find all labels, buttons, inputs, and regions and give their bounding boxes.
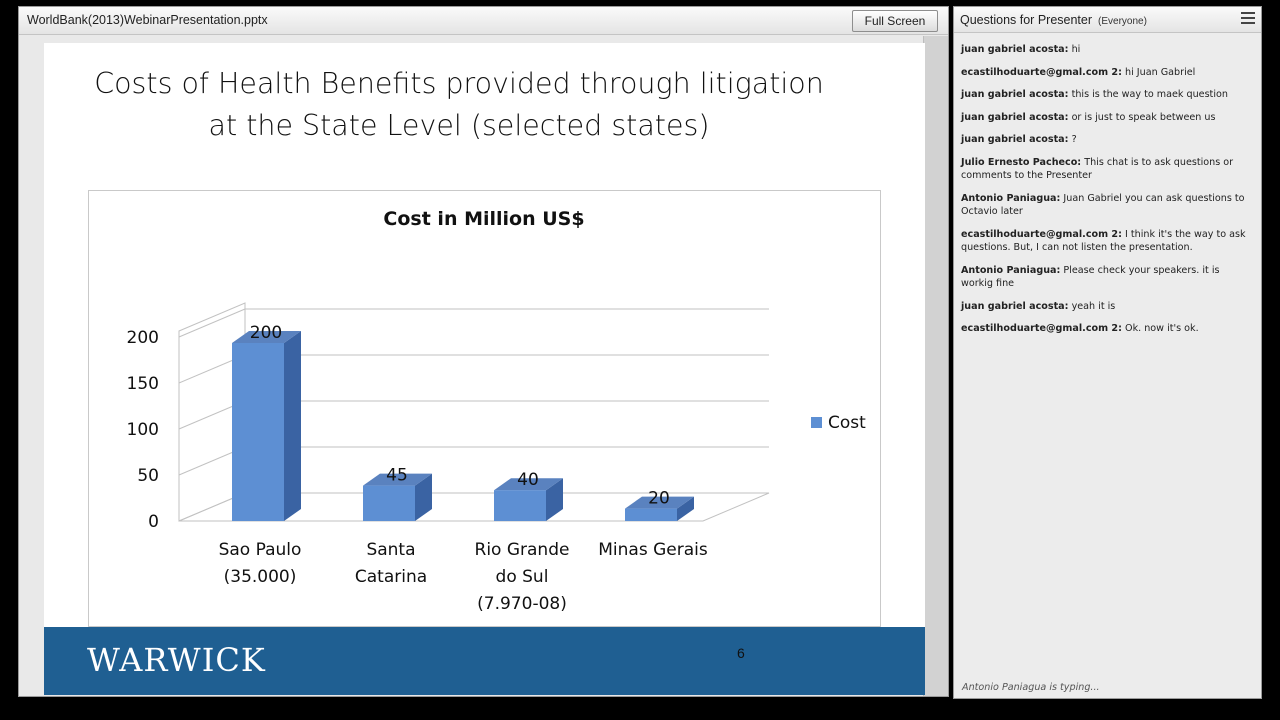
bar-top bbox=[363, 473, 432, 486]
chat-message-list: juan gabriel acosta: hi ecastilhoduarte@g… bbox=[961, 43, 1253, 345]
chat-message-sender: ecastilhoduarte@gmal.com 2: bbox=[961, 228, 1122, 240]
chat-message-sender: ecastilhoduarte@gmal.com 2: bbox=[961, 66, 1122, 78]
presentation-file-name: WorldBank(2013)WebinarPresentation.pptx bbox=[27, 13, 268, 27]
presentation-scrollbar[interactable] bbox=[923, 36, 948, 696]
bar-top bbox=[232, 331, 301, 343]
chat-message-text: This chat is to ask questions or comment… bbox=[961, 156, 1234, 182]
bar-top bbox=[494, 478, 563, 491]
bar-side bbox=[677, 496, 694, 521]
chat-title: Questions for Presenter (Everyone) bbox=[960, 13, 1147, 27]
chat-titlebar: Questions for Presenter (Everyone) bbox=[954, 7, 1261, 33]
chat-message-sender: Antonio Paniagua: bbox=[961, 264, 1061, 276]
bar-data-label: 20 bbox=[648, 489, 670, 509]
chat-message-text: hi bbox=[1071, 44, 1081, 55]
chat-message-sender: juan gabriel acosta: bbox=[961, 89, 1069, 100]
gridline-diagonal bbox=[178, 308, 246, 338]
chat-message-sender: Antonio Paniagua: bbox=[961, 192, 1061, 204]
chat-pod: Questions for Presenter (Everyone) juan g… bbox=[953, 6, 1262, 699]
chat-message-sender: juan gabriel acosta: bbox=[961, 111, 1069, 123]
y-tick-label: 150 bbox=[127, 374, 159, 394]
typing-indicator: Antonio Paniagua is typing... bbox=[962, 682, 1100, 693]
slide: Costs of Health Benefits provided throug… bbox=[44, 43, 925, 695]
chat-message-sender: juan gabriel acosta: bbox=[961, 300, 1069, 312]
presentation-titlebar: WorldBank(2013)WebinarPresentation.pptx … bbox=[19, 7, 948, 35]
y-tick-label: 0 bbox=[148, 512, 159, 532]
chat-message: ecastilhoduarte@gmal.com 2: I think it's… bbox=[961, 228, 1253, 255]
chat-message: ecastilhoduarte@gmal.com 2: Ok. now it's… bbox=[961, 322, 1253, 336]
chat-message-text: yeah it is bbox=[1071, 300, 1116, 312]
chat-scope: (Everyone) bbox=[1098, 16, 1147, 27]
x-category-label: (7.970-08) bbox=[477, 594, 567, 614]
x-category-label: (35.000) bbox=[224, 567, 297, 587]
chat-message-text: Ok. now it's ok. bbox=[1125, 323, 1199, 334]
chat-message-text: hi Juan Gabriel bbox=[1125, 66, 1196, 78]
x-category-label: Minas Gerais bbox=[598, 540, 708, 560]
bar-side bbox=[415, 473, 432, 521]
chat-message-text: I think it's the way to ask questions. B… bbox=[961, 228, 1246, 254]
chat-message-sender: juan gabriel acosta: bbox=[961, 134, 1069, 145]
chat-message: juan gabriel acosta: or is just to speak… bbox=[961, 111, 1253, 125]
chat-message-text: Juan Gabriel you can ask questions to Oc… bbox=[961, 192, 1245, 218]
bar bbox=[232, 343, 284, 521]
chart-title: Cost in Million US$ bbox=[383, 208, 584, 230]
full-screen-button[interactable]: Full Screen bbox=[852, 10, 938, 32]
warwick-logo: WARWICK bbox=[87, 641, 266, 679]
x-category-label: Rio Grande bbox=[475, 540, 570, 560]
slide-number: 6 bbox=[737, 645, 745, 661]
x-category-label: do Sul bbox=[496, 567, 549, 587]
menu-icon[interactable] bbox=[1241, 12, 1255, 26]
slide-title-line-2: at the State Level (selected states) bbox=[208, 109, 710, 142]
chat-message: Julio Ernesto Pacheco: This chat is to a… bbox=[961, 156, 1253, 183]
x-category-label: Sao Paulo bbox=[219, 540, 302, 560]
bar-data-label: 40 bbox=[517, 470, 539, 490]
y-tick-label: 200 bbox=[127, 328, 159, 348]
chat-message-sender: juan gabriel acosta: bbox=[961, 44, 1069, 55]
bar bbox=[363, 485, 415, 521]
y-tick-label: 100 bbox=[127, 420, 159, 440]
chat-message: Antonio Paniagua: Please check your spea… bbox=[961, 264, 1253, 291]
presentation-pod: WorldBank(2013)WebinarPresentation.pptx … bbox=[18, 6, 949, 697]
chat-message: ecastilhoduarte@gmal.com 2: hi Juan Gabr… bbox=[961, 66, 1253, 80]
bar bbox=[625, 508, 677, 521]
y-tick-label: 50 bbox=[137, 466, 159, 486]
chat-message: juan gabriel acosta: ? bbox=[961, 133, 1253, 147]
chat-message-sender: Julio Ernesto Pacheco: bbox=[961, 156, 1082, 168]
bar-side bbox=[284, 331, 301, 521]
bar bbox=[494, 490, 546, 521]
bar-top bbox=[625, 496, 694, 509]
chat-message-sender: ecastilhoduarte@gmal.com 2: bbox=[961, 323, 1122, 334]
x-category-label: Santa bbox=[366, 540, 415, 560]
cost-chart: Cost in Million US$ 0 50 100 150 200 200 Sao Pa… bbox=[88, 190, 881, 627]
legend-label: Cost bbox=[828, 413, 866, 433]
chat-message-text: this is the way to maek question bbox=[1071, 89, 1228, 100]
bar-side bbox=[546, 478, 563, 521]
chat-message-text: or is just to speak between us bbox=[1071, 111, 1216, 123]
chat-message: juan gabriel acosta: this is the way to … bbox=[961, 88, 1253, 102]
bar-data-label: 45 bbox=[386, 466, 408, 486]
chat-message: juan gabriel acosta: hi bbox=[961, 43, 1253, 57]
chat-message: juan gabriel acosta: yeah it is bbox=[961, 300, 1253, 314]
slide-footer: WARWICK 6 bbox=[44, 627, 925, 695]
chat-message-text: ? bbox=[1071, 134, 1077, 145]
x-category-label: Catarina bbox=[355, 567, 427, 587]
cost-chart-svg: Cost in Million US$ 0 50 100 150 200 200 Sao Pa… bbox=[127, 208, 867, 614]
chat-title-text: Questions for Presenter bbox=[960, 13, 1093, 27]
slide-title: Costs of Health Benefits provided throug… bbox=[44, 63, 874, 147]
chat-message: Antonio Paniagua: Juan Gabriel you can a… bbox=[961, 192, 1253, 219]
legend-swatch bbox=[811, 417, 822, 428]
bar-data-label: 200 bbox=[250, 323, 282, 343]
chat-message-text: Please check your speakers. it is workig… bbox=[961, 264, 1220, 290]
slide-title-line-1: Costs of Health Benefits provided throug… bbox=[94, 67, 824, 100]
